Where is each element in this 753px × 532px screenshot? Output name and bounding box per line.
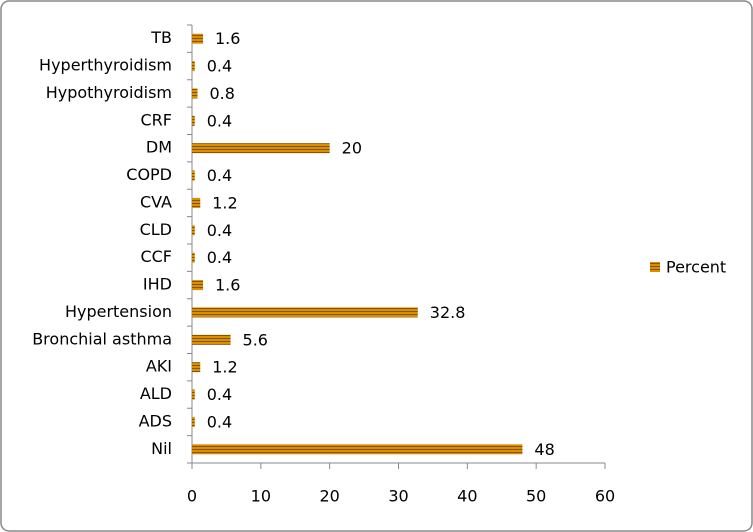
bar (192, 225, 195, 236)
data-label: 0.8 (210, 84, 235, 103)
x-tick-label: 30 (388, 487, 408, 506)
data-label: 1.2 (212, 358, 237, 377)
y-tick-label: IHD (143, 275, 172, 294)
y-tick-label: CCF (140, 247, 172, 266)
data-label: 20 (342, 139, 362, 158)
y-tick-label: Nil (151, 439, 172, 458)
bar (192, 252, 195, 263)
x-tick-label: 60 (595, 487, 615, 506)
y-tick-label: TB (150, 28, 172, 47)
data-label: 0.4 (207, 111, 232, 130)
bar (192, 307, 418, 318)
y-tick-label: CLD (140, 220, 172, 239)
bar (192, 143, 330, 154)
y-tick-label: Hypertension (65, 302, 172, 321)
y-tick-label: AKI (146, 357, 172, 376)
bar (192, 416, 195, 427)
bar (192, 444, 523, 455)
x-tick-label: 10 (251, 487, 271, 506)
x-tick-label: 40 (457, 487, 477, 506)
bar (192, 197, 201, 208)
bar (192, 170, 195, 181)
data-label: 5.6 (243, 330, 268, 349)
x-tick-label: 0 (187, 487, 197, 506)
bar (192, 362, 201, 373)
data-label: 1.6 (215, 276, 240, 295)
bar (192, 33, 204, 44)
y-tick-label: ADS (139, 411, 172, 430)
y-tick-label: DM (146, 138, 172, 157)
data-label: 0.4 (207, 412, 232, 431)
y-tick-label: Hypothyroidism (46, 83, 172, 102)
data-label: 48 (534, 440, 554, 459)
bar (192, 61, 195, 72)
data-label: 0.4 (207, 166, 232, 185)
data-label: 0.4 (207, 57, 232, 76)
legend-swatch (650, 262, 660, 272)
y-tick-label: COPD (126, 165, 172, 184)
bar (192, 280, 204, 291)
bar (192, 389, 195, 400)
y-tick-label: CRF (141, 110, 173, 129)
data-label: 32.8 (430, 303, 466, 322)
data-label: 1.6 (215, 29, 240, 48)
y-tick-label: Hyperthyroidism (39, 56, 172, 75)
data-label: 0.4 (207, 248, 232, 267)
data-label: 0.4 (207, 221, 232, 240)
legend-label: Percent (666, 258, 726, 277)
y-tick-label: ALD (140, 384, 172, 403)
y-tick-label: CVA (140, 192, 172, 211)
data-label: 0.4 (207, 385, 232, 404)
y-tick-label: Bronchial asthma (32, 329, 172, 348)
bar (192, 334, 231, 345)
data-label: 1.2 (212, 193, 237, 212)
bar (192, 88, 198, 99)
x-tick-label: 50 (526, 487, 546, 506)
x-tick-label: 20 (319, 487, 339, 506)
bar (192, 115, 195, 126)
